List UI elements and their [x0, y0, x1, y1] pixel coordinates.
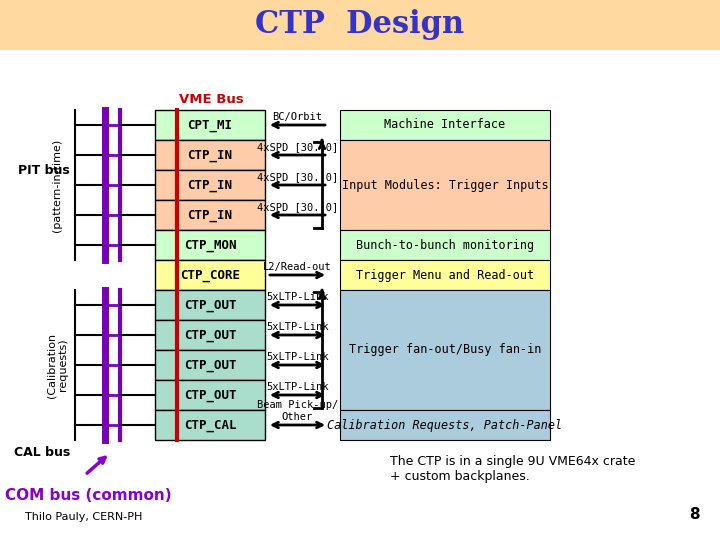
- Text: CAL bus: CAL bus: [14, 446, 70, 459]
- Bar: [155, 290, 265, 320]
- Bar: [340, 410, 550, 440]
- Text: CTP  Design: CTP Design: [256, 10, 464, 40]
- Text: CTP_OUT: CTP_OUT: [184, 359, 236, 372]
- Bar: [0, 0, 720, 50]
- Bar: [340, 290, 550, 410]
- Text: 5xLTP-Link: 5xLTP-Link: [266, 322, 329, 332]
- Text: BC/Orbit: BC/Orbit: [272, 112, 323, 122]
- Text: Trigger fan-out/Busy fan-in: Trigger fan-out/Busy fan-in: [348, 343, 541, 356]
- Text: Machine Interface: Machine Interface: [384, 118, 505, 132]
- Text: Trigger Menu and Read-out: Trigger Menu and Read-out: [356, 268, 534, 281]
- Text: 4xSPD [30..0]: 4xSPD [30..0]: [257, 142, 338, 152]
- Text: CTP_IN: CTP_IN: [187, 179, 233, 192]
- Text: VME Bus: VME Bus: [179, 93, 244, 106]
- Text: (pattern-in-time): (pattern-in-time): [52, 138, 62, 232]
- Text: Thilo Pauly, CERN-PH: Thilo Pauly, CERN-PH: [25, 512, 143, 522]
- Bar: [155, 110, 265, 140]
- Bar: [340, 110, 550, 140]
- Text: CTP_OUT: CTP_OUT: [184, 328, 236, 341]
- Text: 4xSPD [30..0]: 4xSPD [30..0]: [257, 202, 338, 212]
- Text: CTP_CORE: CTP_CORE: [180, 268, 240, 281]
- Bar: [340, 230, 550, 260]
- Text: CTP_CAL: CTP_CAL: [184, 418, 236, 431]
- Text: L2/Read-out: L2/Read-out: [263, 262, 332, 272]
- Text: COM bus (common): COM bus (common): [5, 488, 171, 503]
- Bar: [340, 140, 550, 230]
- Bar: [155, 200, 265, 230]
- Text: 5xLTP-Link: 5xLTP-Link: [266, 352, 329, 362]
- Text: Calibration Requests, Patch-Panel: Calibration Requests, Patch-Panel: [328, 418, 562, 431]
- Text: The CTP is in a single 9U VME64x crate
+ custom backplanes.: The CTP is in a single 9U VME64x crate +…: [390, 455, 635, 483]
- Text: CTP_OUT: CTP_OUT: [184, 388, 236, 402]
- Text: CTP_MON: CTP_MON: [184, 239, 236, 252]
- Bar: [155, 260, 265, 290]
- Bar: [155, 410, 265, 440]
- Bar: [340, 260, 550, 290]
- Text: Input Modules: Trigger Inputs: Input Modules: Trigger Inputs: [342, 179, 549, 192]
- Text: PIT bus: PIT bus: [18, 164, 70, 177]
- Text: CPT_MI: CPT_MI: [187, 118, 233, 132]
- Bar: [155, 320, 265, 350]
- Text: 5xLTP-Link: 5xLTP-Link: [266, 382, 329, 392]
- Text: CTP_IN: CTP_IN: [187, 208, 233, 221]
- Bar: [155, 230, 265, 260]
- Text: CTP_IN: CTP_IN: [187, 148, 233, 161]
- Text: Bunch-to-bunch monitoring: Bunch-to-bunch monitoring: [356, 239, 534, 252]
- Text: CTP_OUT: CTP_OUT: [184, 299, 236, 312]
- Bar: [155, 350, 265, 380]
- Text: 4xSPD [30..0]: 4xSPD [30..0]: [257, 172, 338, 182]
- Text: Beam Pick-up/
Other: Beam Pick-up/ Other: [257, 400, 338, 422]
- Text: 8: 8: [689, 507, 700, 522]
- Bar: [155, 380, 265, 410]
- Bar: [155, 140, 265, 170]
- Bar: [155, 170, 265, 200]
- Text: 5xLTP-Link: 5xLTP-Link: [266, 292, 329, 302]
- Text: (Calibration
requests): (Calibration requests): [46, 333, 68, 397]
